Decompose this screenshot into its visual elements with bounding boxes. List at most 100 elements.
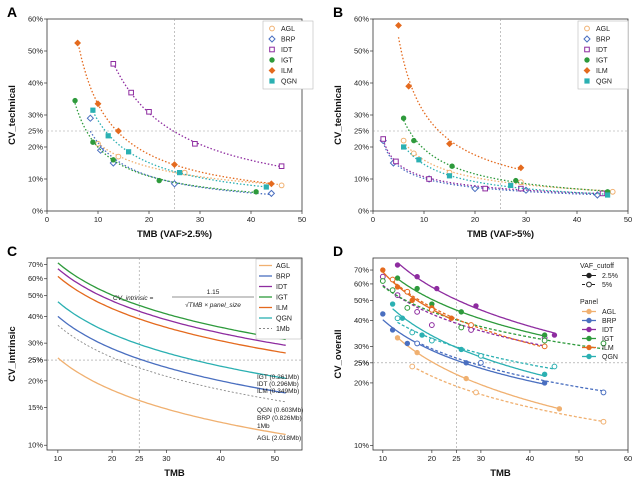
panel-letter: A xyxy=(7,4,17,20)
data-point-brp-vaf-2p5 xyxy=(404,340,411,347)
curve-ilm xyxy=(57,275,286,354)
legend-marker-idt xyxy=(584,46,590,53)
legend: AGL BRP IDT IGT ILM QGN xyxy=(262,20,314,90)
data-point-qgn-vaf-5 xyxy=(551,363,558,370)
data-point-ilm xyxy=(517,164,525,172)
y-tick-label: 25% xyxy=(28,356,43,365)
legend-box xyxy=(255,258,302,340)
legend-label-qgn: QGN xyxy=(596,79,612,86)
y-tick-label: 60% xyxy=(354,15,369,24)
data-point-qgn-vaf-5 xyxy=(477,352,484,359)
curve-agl xyxy=(57,357,286,436)
x-tick-label: 30 xyxy=(162,454,170,463)
legend-panel-label-brp: BRP xyxy=(602,318,617,325)
x-tick-label: 30 xyxy=(477,454,485,463)
curve-idt-vaf-2p5 xyxy=(397,262,555,334)
data-point-ilm xyxy=(395,21,402,29)
curve-qgn xyxy=(57,301,286,380)
data-point-brp-vaf-2p5 xyxy=(463,360,469,366)
x-tick-label: 20 xyxy=(471,215,479,224)
data-point-qgn xyxy=(400,144,407,150)
legend-panel-marker-idt xyxy=(586,326,592,333)
x-tick-label: 50 xyxy=(271,454,279,463)
curve-idt-vaf-5 xyxy=(382,284,545,347)
y-tick-label: 20% xyxy=(28,376,43,385)
data-point-idt-vaf-2p5 xyxy=(434,285,440,292)
y-tick-label: 0% xyxy=(32,207,43,216)
legend-panel-marker-ilm xyxy=(586,344,592,351)
y-tick-label: 20% xyxy=(354,378,369,387)
x-tick-label: 30 xyxy=(522,215,530,224)
legend-label-agl: AGL xyxy=(596,26,610,33)
data-point-agl xyxy=(410,150,417,157)
curve-brp-vaf-5 xyxy=(416,341,604,392)
data-point-igt-vaf-5 xyxy=(379,278,386,284)
data-point-agl-vaf-5 xyxy=(600,418,607,425)
data-point-idt-vaf-2p5 xyxy=(394,262,401,268)
x-tick-label: 30 xyxy=(196,215,204,224)
legend-label-idt: IDT xyxy=(596,47,608,54)
data-point-qgn-vaf-2p5 xyxy=(389,301,396,307)
reference-y-label: 25% xyxy=(28,127,43,136)
data-point-idt xyxy=(393,158,399,165)
legend-label-igt: IGT xyxy=(276,295,288,302)
data-point-agl-vaf-5 xyxy=(409,363,416,370)
data-point-ilm-vaf-5 xyxy=(389,276,396,283)
data-point-brp xyxy=(86,114,95,122)
legend-label-qgn: QGN xyxy=(281,79,297,86)
data-point-idt xyxy=(482,185,488,192)
y-tick-label: 50% xyxy=(28,47,43,56)
x-tick-label: 50 xyxy=(298,215,306,224)
data-point-ilm-vaf-5 xyxy=(468,322,474,328)
fit-curve-agl xyxy=(97,142,282,186)
data-point-igt xyxy=(400,115,407,121)
curve-igt-vaf-2p5 xyxy=(397,278,545,337)
legend-marker-brp xyxy=(583,35,591,43)
data-point-idt xyxy=(380,136,386,142)
y-tick-label: 70% xyxy=(28,260,43,269)
legend: AGL BRP IDT IGT ILM QGN 1Mb xyxy=(255,258,302,340)
data-point-brp xyxy=(522,186,530,194)
y-tick-label: 70% xyxy=(354,266,369,275)
legend-panel-label-igt: IGT xyxy=(602,336,614,343)
end-label-brp: BRP (0.826Mb) xyxy=(257,415,302,422)
legend-label-brp: BRP xyxy=(281,37,296,44)
x-axis-label: TMB (VAF>2.5%) xyxy=(137,229,212,240)
data-point-igt xyxy=(253,189,259,195)
x-tick-label: 0 xyxy=(371,215,375,224)
data-point-brp xyxy=(471,184,479,193)
data-point-igt-vaf-2p5 xyxy=(394,275,401,281)
legend-label-ilm: ILM xyxy=(276,305,288,312)
x-tick-label: 40 xyxy=(247,215,255,224)
data-point-agl xyxy=(609,188,616,195)
legend-marker-idt xyxy=(269,46,275,53)
legend-marker-igt xyxy=(584,57,590,63)
reference-y-label: 25% xyxy=(354,127,369,136)
legend-label-idt: IDT xyxy=(281,47,293,54)
x-tick-label: 20 xyxy=(428,454,436,463)
data-point-agl-vaf-2p5 xyxy=(556,406,563,412)
x-tick-label: 10 xyxy=(54,454,62,463)
y-tick-label: 40% xyxy=(28,79,43,88)
x-tick-label: 25 xyxy=(452,454,460,463)
legend-label-ilm: ILM xyxy=(596,68,608,75)
formula-numerator: 1.15 xyxy=(207,289,220,296)
legend-panel-label-qgn: QGN xyxy=(602,354,618,361)
data-point-agl-vaf-2p5 xyxy=(463,375,469,382)
data-point-igt xyxy=(110,157,117,163)
data-point-ilm xyxy=(267,180,275,188)
plot-frame xyxy=(372,257,629,451)
x-tick-label: 0 xyxy=(45,215,49,224)
fit-curve-qgn xyxy=(403,144,608,195)
y-tick-label: 15% xyxy=(28,403,43,412)
data-point-agl xyxy=(115,153,122,160)
fit-curve-ilm xyxy=(397,37,522,171)
curve-1mb xyxy=(57,324,286,403)
data-point-agl xyxy=(181,169,188,176)
x-tick-label: 10 xyxy=(420,215,428,224)
y-tick-label: 0% xyxy=(358,207,369,216)
data-point-idt xyxy=(192,141,198,147)
legend-label-brp: BRP xyxy=(596,37,611,44)
x-tick-label: 20 xyxy=(145,215,153,224)
